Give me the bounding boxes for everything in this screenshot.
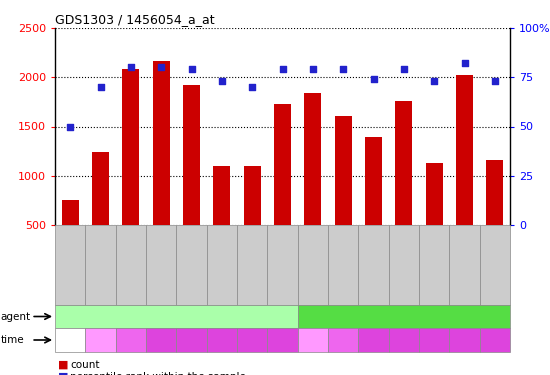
Bar	[123, 69, 139, 274]
Text: GSM77697: GSM77697	[340, 245, 346, 285]
Point	[66, 123, 75, 129]
Text: GDS1303 / 1456054_a_at: GDS1303 / 1456054_a_at	[55, 13, 215, 26]
Point	[491, 78, 499, 84]
Text: GSM77698: GSM77698	[371, 245, 377, 285]
Text: 0.5 h: 0.5 h	[91, 337, 109, 343]
Text: GSM77689: GSM77689	[97, 245, 103, 285]
Text: GSM77700: GSM77700	[431, 245, 437, 285]
Bar	[335, 116, 351, 274]
Point	[248, 84, 256, 90]
Point	[157, 64, 166, 70]
Text: GSM77693: GSM77693	[219, 245, 225, 285]
Text: GSM77696: GSM77696	[310, 245, 316, 285]
Text: 3 h: 3 h	[186, 337, 197, 343]
Bar	[213, 166, 230, 274]
Text: 2 h: 2 h	[368, 337, 379, 343]
Bar	[395, 101, 412, 274]
Point	[187, 66, 196, 72]
Bar	[365, 137, 382, 274]
Text: 5 h: 5 h	[246, 337, 258, 343]
Bar	[92, 152, 109, 274]
Bar	[456, 75, 473, 274]
Text: 12 h: 12 h	[487, 337, 503, 343]
Point	[430, 78, 438, 84]
Point	[460, 60, 469, 66]
Text: GSM77691: GSM77691	[158, 245, 164, 285]
Text: GSM77695: GSM77695	[279, 245, 285, 285]
Text: GSM77692: GSM77692	[189, 245, 195, 285]
Text: 4 h: 4 h	[428, 337, 440, 343]
Bar	[153, 62, 169, 274]
Text: GSM77701: GSM77701	[461, 245, 468, 285]
Point	[217, 78, 226, 84]
Text: GSM77688: GSM77688	[67, 245, 73, 285]
Point	[278, 66, 287, 72]
Bar	[274, 104, 291, 274]
Text: GSM77699: GSM77699	[401, 245, 407, 285]
Text: 0 h: 0 h	[64, 337, 76, 343]
Text: percentile rank within the sample: percentile rank within the sample	[70, 372, 246, 375]
Text: 12 h: 12 h	[274, 337, 290, 343]
Text: 1 h: 1 h	[338, 337, 349, 343]
Text: GSM77690: GSM77690	[128, 245, 134, 285]
Text: ■: ■	[58, 360, 68, 370]
Text: GSM77702: GSM77702	[492, 245, 498, 285]
Text: aldosterone: aldosterone	[373, 312, 434, 321]
Text: control: control	[158, 312, 195, 321]
Text: count: count	[70, 360, 100, 370]
Bar	[426, 163, 443, 274]
Point	[339, 66, 348, 72]
Bar	[183, 85, 200, 274]
Point	[309, 66, 317, 72]
Point	[369, 76, 378, 82]
Point	[96, 84, 105, 90]
Text: 0.5 h: 0.5 h	[304, 337, 322, 343]
Text: 3 h: 3 h	[398, 337, 410, 343]
Text: 5 h: 5 h	[459, 337, 470, 343]
Bar	[62, 200, 79, 274]
Bar	[244, 166, 261, 274]
Text: 2 h: 2 h	[156, 337, 167, 343]
Text: agent: agent	[1, 312, 31, 321]
Point	[126, 64, 135, 70]
Bar	[487, 160, 503, 274]
Point	[399, 66, 408, 72]
Text: 1 h: 1 h	[125, 337, 136, 343]
Bar	[305, 93, 321, 274]
Text: ■: ■	[58, 372, 68, 375]
Text: time: time	[1, 335, 24, 345]
Text: 4 h: 4 h	[216, 337, 228, 343]
Text: GSM77694: GSM77694	[249, 245, 255, 285]
